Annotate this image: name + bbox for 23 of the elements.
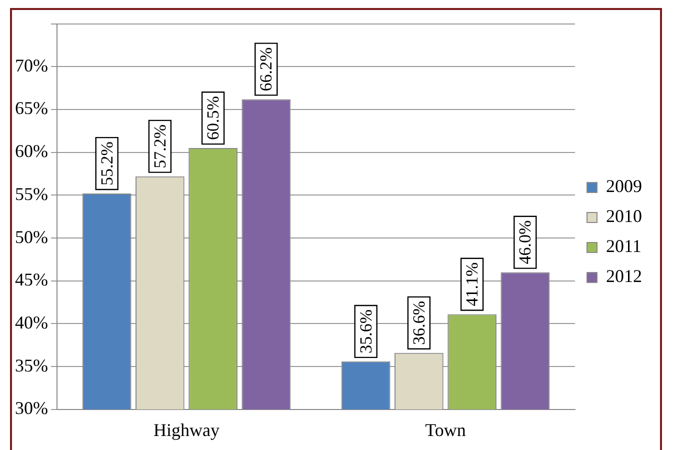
legend-label: 2011 <box>606 236 642 256</box>
y-tick-label: 30% <box>14 398 48 418</box>
y-tick-label: 35% <box>14 355 48 376</box>
data-label: 41.1% <box>462 262 482 306</box>
data-label: 55.2% <box>97 142 116 186</box>
y-tick-label: 45% <box>14 270 48 290</box>
data-label: 35.6% <box>356 310 376 354</box>
y-tick-label: 55% <box>14 184 48 204</box>
x-tick-label: Town <box>425 420 466 440</box>
y-tick-label: 40% <box>14 312 48 332</box>
y-tick-label: 70% <box>14 55 48 76</box>
data-label: 66.2% <box>256 47 276 92</box>
legend-label: 2012 <box>606 266 642 286</box>
legend-label: 2009 <box>606 176 642 196</box>
y-tick-label: 60% <box>14 141 48 162</box>
y-tick-label: 65% <box>14 98 48 118</box>
data-label: 36.6% <box>409 300 428 345</box>
y-tick-label: 50% <box>14 226 48 247</box>
data-label: 46.0% <box>516 220 535 264</box>
legend-label: 2010 <box>606 206 642 226</box>
data-label: 57.2% <box>150 124 170 168</box>
x-tick-label: Highway <box>153 420 220 440</box>
data-label: 60.5% <box>204 96 223 140</box>
